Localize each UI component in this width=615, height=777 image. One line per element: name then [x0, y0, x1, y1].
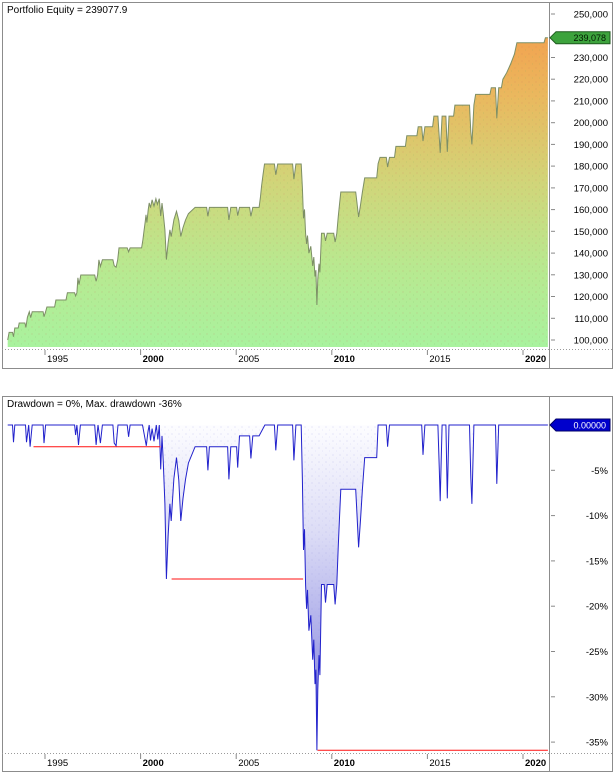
equity-chart[interactable]: 250,000 230,000 220,000 210,000 200,000 190,0…	[2, 2, 613, 369]
badge-arrow-icon	[549, 31, 611, 45]
y-tick-label: -5%	[591, 466, 608, 477]
drawdown-chart[interactable]: -5% -10% -15% -20% -25% -30% -35% 1995 2000 2005 2…	[2, 396, 613, 772]
y-tick-label: 190,000	[574, 140, 608, 151]
x-tick-label: 2020	[525, 354, 546, 365]
y-axis[interactable]: -5% -10% -15% -20% -25% -30% -35%	[551, 466, 609, 749]
badge-arrow-icon	[549, 418, 611, 432]
x-tick-label: 2015	[429, 354, 450, 365]
y-tick-label: 100,000	[574, 336, 608, 347]
y-axis[interactable]: 250,000 230,000 220,000 210,000 200,000 190,0…	[551, 10, 608, 347]
drawdown-line	[7, 424, 548, 751]
x-tick-label: 2010	[334, 354, 355, 365]
y-tick-label: 110,000	[574, 314, 608, 325]
portfolio-equity-area-texture	[7, 37, 548, 347]
y-tick-label: 220,000	[574, 75, 608, 86]
equity-chart-panel[interactable]: 250,000 230,000 220,000 210,000 200,000 190,0…	[2, 2, 613, 374]
badge-value: 0.00000	[573, 421, 606, 431]
y-tick-label: 170,000	[574, 183, 608, 194]
x-tick-label: 1995	[47, 758, 68, 769]
y-tick-label: -20%	[586, 602, 609, 613]
y-tick-label: -25%	[586, 647, 609, 658]
y-tick-label: 200,000	[574, 118, 608, 129]
y-tick-label: 140,000	[574, 249, 608, 260]
y-tick-label: -35%	[586, 738, 609, 749]
y-tick-label: -10%	[586, 511, 609, 522]
y-tick-label: 230,000	[574, 53, 608, 64]
x-axis[interactable]: 1995 2000 2005 2010 2015 2020	[44, 350, 546, 365]
drawdown-chart-panel[interactable]: -5% -10% -15% -20% -25% -30% -35% 1995 2000 2005 2…	[2, 396, 613, 777]
x-axis[interactable]: 1995 2000 2005 2010 2015 2020	[44, 754, 546, 769]
y-tick-label: 210,000	[574, 96, 608, 107]
badge-value: 239,078	[573, 33, 606, 43]
y-tick-label: 130,000	[574, 270, 608, 281]
x-tick-label: 2020	[525, 758, 546, 769]
x-tick-label: 2000	[143, 354, 164, 365]
drawdown-title: Drawdown = 0%, Max. drawdown -36%	[7, 399, 182, 410]
x-tick-label: 1995	[47, 354, 68, 365]
y-tick-label: 150,000	[574, 227, 608, 238]
portfolio-equity-value-badge: 239,078	[549, 31, 611, 45]
x-tick-label: 2010	[334, 758, 355, 769]
portfolio-equity-line	[7, 37, 548, 341]
y-tick-label: 160,000	[574, 205, 608, 216]
portfolio-equity-title: Portfolio Equity = 239077.9	[7, 5, 128, 16]
y-tick-label: 120,000	[574, 292, 608, 303]
y-tick-label: 250,000	[574, 10, 608, 21]
x-tick-label: 2005	[238, 354, 259, 365]
x-tick-label: 2015	[429, 758, 450, 769]
y-tick-label: 180,000	[574, 162, 608, 173]
drawdown-value-badge: 0.00000	[549, 418, 611, 432]
y-tick-label: -30%	[586, 692, 609, 703]
x-tick-label: 2000	[143, 758, 164, 769]
x-tick-label: 2005	[238, 758, 259, 769]
y-tick-label: -15%	[586, 556, 609, 567]
